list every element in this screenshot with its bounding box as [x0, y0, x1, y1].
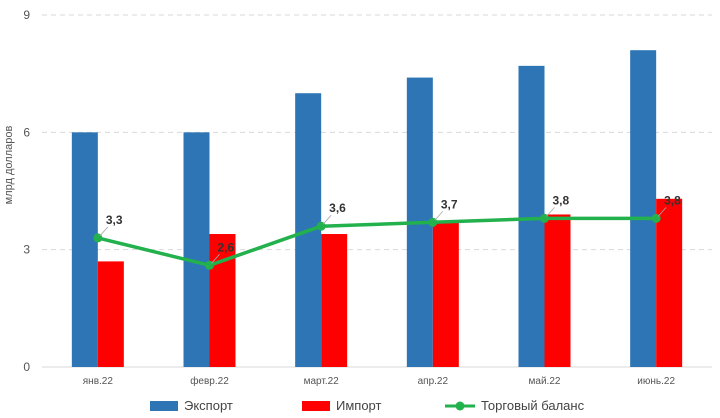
y-axis-ticks: 0 3 6 9: [23, 8, 30, 374]
balance-data-label: 3,6: [329, 201, 346, 215]
export-bar: [630, 50, 657, 367]
bars: [71, 50, 683, 368]
balance-data-label: 3,3: [106, 213, 123, 227]
data-label-leader: [434, 211, 444, 221]
balance-data-label: 3,8: [553, 193, 570, 207]
import-bar: [544, 214, 571, 367]
legend-item: Торговый баланс: [445, 398, 585, 413]
balance-data-label: 2,6: [218, 240, 235, 254]
legend-swatch: [150, 401, 178, 411]
legend-swatch: [302, 401, 330, 411]
data-label-leader: [657, 207, 667, 217]
balance-line-path: [97, 216, 657, 268]
x-axis-ticks: янв.22 февр.22 март.22 апр.22 май.22 июнь.22: [83, 375, 676, 387]
y-tick-label: 6: [23, 125, 30, 139]
balance-data-label: 3,7: [441, 197, 458, 211]
export-bar: [518, 65, 545, 367]
data-label-leader: [322, 214, 332, 225]
x-tick-label: май.22: [529, 376, 561, 387]
balance-data-label: 3,8: [664, 193, 681, 207]
legend-item: Импорт: [302, 398, 381, 413]
x-tick-label: янв.22: [83, 376, 114, 387]
data-label-leader: [99, 226, 109, 237]
import-bar: [321, 234, 348, 367]
data-label-leader: [546, 207, 555, 217]
import-bar: [656, 198, 683, 367]
y-axis-label: млрд долларов: [3, 126, 15, 205]
y-tick-label: 0: [23, 360, 30, 374]
balance-line: 3,3 2,6 3,6 3,7 3,8 3,8: [93, 193, 681, 270]
x-tick-label: март.22: [304, 376, 340, 387]
legend-label: Импорт: [336, 398, 381, 413]
export-bar: [71, 132, 98, 367]
import-bar: [432, 222, 459, 367]
legend: Экспорт Импорт Торговый баланс: [150, 398, 585, 413]
legend-label: Экспорт: [184, 398, 233, 413]
gridlines: [42, 14, 712, 368]
legend-marker: [455, 401, 465, 411]
legend-item: Экспорт: [150, 398, 233, 413]
x-tick-label: июнь.22: [637, 376, 675, 387]
data-label-leader: [211, 254, 220, 264]
x-tick-label: февр.22: [190, 375, 229, 387]
export-bar: [183, 132, 210, 367]
y-tick-label: 3: [23, 243, 30, 257]
import-bar: [97, 261, 124, 367]
y-tick-label: 9: [23, 8, 30, 22]
x-tick-label: апр.22: [418, 376, 449, 387]
legend-label: Торговый баланс: [481, 398, 585, 413]
